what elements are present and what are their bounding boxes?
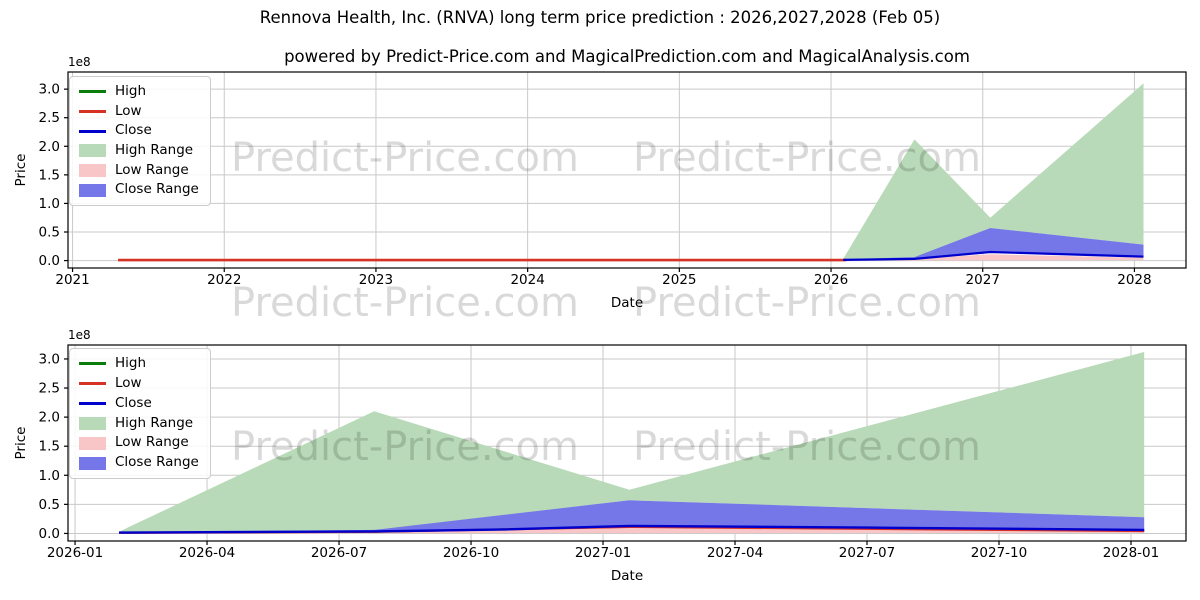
y-tick-label: 1.0 (39, 468, 60, 484)
x-tick-label: 2026-07 (311, 545, 367, 561)
legend-label: Close (115, 122, 152, 139)
legend-bottom-chart: High Low Close High Range Low Range Clos… (69, 348, 211, 479)
legend-item-high-range: High Range (79, 141, 199, 161)
y-tick-label: 0.5 (39, 497, 60, 513)
high-line-swatch (79, 362, 106, 366)
y-tick-label: 2.5 (39, 110, 60, 126)
line-close (843, 250, 1144, 261)
line-close (118, 524, 1145, 534)
legend-label: High (115, 83, 147, 100)
close-range-swatch (79, 183, 106, 197)
y-tick-label: 1.0 (39, 196, 60, 212)
legend-top-chart: High Low Close High Range Low Range Clos… (69, 76, 211, 206)
x-tick-label: 2027-07 (839, 545, 895, 561)
legend-label: Low Range (115, 434, 189, 451)
legend-label: Close Range (115, 181, 199, 198)
x-tick-label: 2027-01 (575, 545, 631, 561)
band-high-range (119, 352, 1145, 533)
y-tick-label: 1.5 (39, 167, 60, 183)
close-range-swatch (79, 456, 106, 470)
y-tick-label: 0.0 (39, 526, 60, 542)
x-tick-label: 2027 (966, 272, 1000, 288)
low-line-swatch (79, 382, 106, 386)
plot-area: 2026-01 2026-04 2026-07 2026-10 2027-01 2027-… (13, 328, 1187, 584)
legend-item-high: High (79, 82, 199, 102)
page-title: Rennova Health, Inc. (RNVA) long term pr… (259, 8, 941, 27)
band-close-range (843, 228, 1144, 260)
high-line-swatch (79, 90, 106, 94)
legend-label: Close (115, 394, 152, 411)
x-tick-label: 2024 (510, 272, 544, 288)
x-tick-label: 2027-10 (971, 545, 1027, 561)
y-tick-label: 3.0 (39, 82, 60, 98)
high-range-swatch (79, 416, 106, 430)
legend-item-low-range: Low Range (79, 433, 199, 453)
low-range-swatch (79, 164, 106, 178)
axes-frame (67, 71, 1187, 269)
y-tick-label: 2.5 (39, 381, 60, 397)
x-tick-label: 2022 (207, 272, 241, 288)
legend-label: High (115, 355, 147, 372)
x-tick-label: 2025 (662, 272, 696, 288)
y-tick-label: 0.0 (39, 253, 60, 269)
x-tick-label: 2026-04 (179, 545, 235, 561)
legend-item-close-range: Close Range (79, 453, 199, 473)
y-tick-label: 1.5 (39, 439, 60, 455)
y-tick-label: 2.0 (39, 410, 60, 426)
axes-frame (67, 344, 1187, 542)
y-tick-label: 2.0 (39, 139, 60, 155)
plot-area: 2021 2022 2023 2024 2025 2026 2027 2028 0.0 0.5 1.… (13, 55, 1187, 311)
legend-item-high-range: High Range (79, 413, 199, 433)
legend-item-close: Close (79, 121, 199, 141)
x-tick-label: 2026 (814, 272, 848, 288)
y-tick-label: 0.5 (39, 225, 60, 241)
x-tick-label: 2028 (1117, 272, 1151, 288)
y-axis-offset-label: 1e8 (68, 328, 91, 342)
x-tick-label: 2023 (359, 272, 393, 288)
legend-label: High Range (115, 414, 194, 431)
legend-item-close-range: Close Range (79, 180, 199, 200)
y-tick-label: 3.0 (39, 351, 60, 367)
legend-label: Low (115, 374, 142, 391)
legend-item-high: High (79, 354, 199, 374)
close-line-swatch (79, 129, 106, 133)
legend-label: Low Range (115, 161, 189, 178)
x-axis-label: Date (611, 568, 643, 584)
band-high-range (843, 83, 1144, 260)
low-range-swatch (79, 436, 106, 450)
legend-item-low-range: Low Range (79, 161, 199, 181)
x-tick-label: 2028-01 (1103, 545, 1159, 561)
y-axis-offset-label: 1e8 (68, 55, 91, 69)
legend-item-low: Low (79, 374, 199, 394)
close-line-swatch (79, 402, 106, 406)
x-axis-label: Date (611, 295, 643, 311)
legend-item-close: Close (79, 394, 199, 414)
y-axis-label: Price (13, 154, 29, 187)
x-tick-label: 2021 (55, 272, 89, 288)
x-tick-label: 2027-04 (707, 545, 763, 561)
x-tick-label: 2026-01 (47, 545, 103, 561)
band-close-range (119, 500, 1145, 533)
page-subtitle: powered by Predict-Price.com and Magical… (284, 47, 970, 66)
low-line-swatch (79, 110, 106, 113)
high-range-swatch (79, 144, 106, 158)
legend-label: Close Range (115, 454, 199, 471)
legend-item-low: Low (79, 102, 199, 122)
x-tick-label: 2026-10 (443, 545, 499, 561)
y-axis-label: Price (13, 427, 29, 460)
legend-label: Low (115, 102, 142, 119)
legend-label: High Range (115, 142, 194, 159)
